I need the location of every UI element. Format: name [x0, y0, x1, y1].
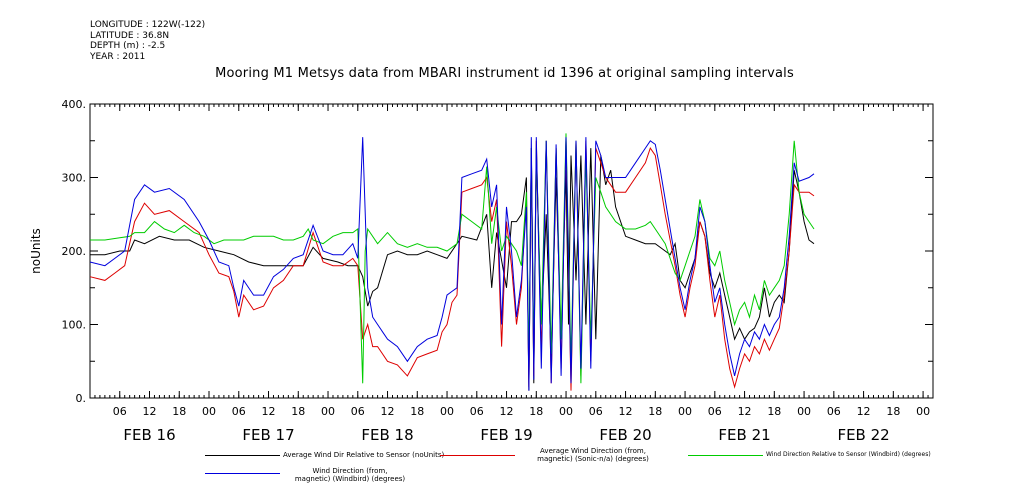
x-tick-label: 18: [886, 405, 900, 418]
y-tick-label: 300.: [62, 172, 87, 185]
x-tick-label: 18: [410, 405, 424, 418]
x-tick-label: 12: [381, 405, 395, 418]
x-tick-label: 18: [172, 405, 186, 418]
x-tick-label: 06: [589, 405, 603, 418]
legend-swatch-windbird-mag: [205, 473, 280, 474]
latitude-label: LATITUDE : 36.8N: [90, 30, 170, 41]
y-axis-label: noUnits: [29, 228, 43, 274]
y-tick-label: 200.: [62, 245, 87, 258]
legend-swatch-rel-windbird: [688, 455, 763, 456]
x-tick-label: 00: [202, 405, 216, 418]
legend-swatch-avg-rel: [205, 455, 280, 456]
series-line-2: [90, 133, 815, 384]
x-tick-label: 00: [440, 405, 454, 418]
x-tick-label: 00: [321, 405, 335, 418]
x-tick-label: 06: [470, 405, 484, 418]
year-label: YEAR : 2011: [90, 51, 146, 62]
day-label: FEB 17: [242, 426, 294, 444]
legend-label-windbird-mag: Wind Direction (from, magnetic) (Windbir…: [294, 467, 406, 483]
x-tick-label: 12: [500, 405, 514, 418]
series-line-3: [89, 137, 815, 391]
x-tick-label: 12: [262, 405, 276, 418]
day-label: FEB 16: [123, 426, 175, 444]
x-tick-label: 00: [797, 405, 811, 418]
day-label: FEB 19: [480, 426, 532, 444]
day-label: FEB 18: [361, 426, 413, 444]
legend-swatch-avg-mag: [440, 455, 515, 456]
chart-title: Mooring M1 Metsys data from MBARI instru…: [215, 66, 794, 81]
x-tick-label: 00: [678, 405, 692, 418]
x-tick-label: 06: [708, 405, 722, 418]
x-tick-label: 18: [291, 405, 305, 418]
y-tick-label: 400.: [62, 98, 87, 111]
x-tick-label: 18: [767, 405, 781, 418]
x-tick-label: 12: [143, 405, 157, 418]
x-tick-label: 06: [827, 405, 841, 418]
y-tick-label: 0.: [76, 392, 87, 405]
series-line-1: [89, 140, 815, 391]
x-tick-label: 12: [857, 405, 871, 418]
y-tick-label: 100.: [62, 319, 87, 332]
x-tick-label: 06: [113, 405, 127, 418]
day-label: FEB 20: [599, 426, 651, 444]
metadata-block: LONGITUDE : 122W(-122) LATITUDE : 36.8N …: [90, 20, 205, 62]
longitude-label: LONGITUDE : 122W(-122): [90, 20, 206, 30]
x-tick-label: 06: [232, 405, 246, 418]
x-tick-label: 12: [619, 405, 633, 418]
day-label: FEB 22: [837, 426, 889, 444]
x-tick-label: 18: [529, 405, 543, 418]
x-tick-label: 00: [916, 405, 930, 418]
series-line-0: [90, 148, 815, 391]
legend-label-avg-rel: Average Wind Dir Relative to Sensor (noU…: [283, 451, 445, 459]
x-tick-label: 06: [351, 405, 365, 418]
x-tick-label: 12: [738, 405, 752, 418]
depth-label: DEPTH (m) : -2.5: [90, 41, 166, 51]
day-label: FEB 21: [718, 426, 770, 444]
x-tick-label: 00: [559, 405, 573, 418]
legend-label-rel-windbird: Wind Direction Relative to Sensor (Windb…: [766, 451, 931, 458]
x-tick-label: 18: [648, 405, 662, 418]
legend-label-avg-mag: Average Wind Direction (from, magnetic) …: [537, 447, 649, 463]
